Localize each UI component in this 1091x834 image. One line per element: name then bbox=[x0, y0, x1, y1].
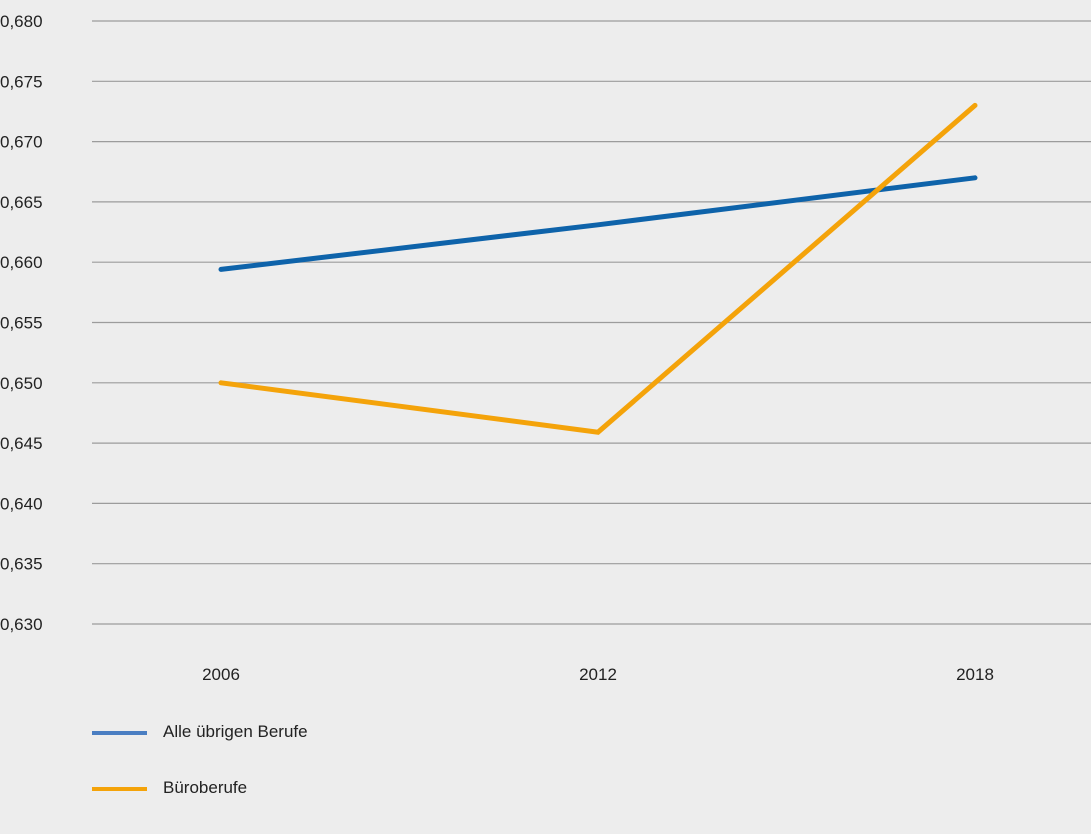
legend-label-bueroberufe: Büroberufe bbox=[163, 778, 248, 797]
legend-label-alle-uebrigen-berufe: Alle übrigen Berufe bbox=[163, 722, 308, 741]
series-line-bueroberufe bbox=[218, 102, 978, 435]
y-axis-tick-labels: 0,630 0,635 0,640 0,645 0,650 0,655 0,660 0,665… bbox=[0, 12, 43, 634]
y-tick-label: 0,665 bbox=[0, 193, 43, 212]
y-tick-label: 0,650 bbox=[0, 374, 43, 393]
y-tick-label: 0,630 bbox=[0, 615, 43, 634]
series-lines bbox=[218, 102, 978, 435]
legend-swatch-alle-uebrigen-berufe bbox=[92, 731, 147, 735]
y-tick-label: 0,635 bbox=[0, 555, 43, 574]
y-tick-label: 0,640 bbox=[0, 494, 43, 513]
y-tick-label: 0,655 bbox=[0, 314, 43, 333]
legend-swatch-bueroberufe bbox=[92, 787, 147, 791]
y-tick-label: 0,675 bbox=[0, 72, 43, 91]
x-axis-tick-labels: 2006 2012 2018 bbox=[202, 665, 994, 684]
y-tick-label: 0,645 bbox=[0, 434, 43, 453]
x-tick-label: 2006 bbox=[202, 665, 240, 684]
series-line-alle-uebrigen-berufe bbox=[218, 175, 978, 272]
x-tick-label: 2012 bbox=[579, 665, 617, 684]
chart: 0,630 0,635 0,640 0,645 0,650 0,655 0,660 0,665… bbox=[0, 12, 1091, 797]
y-tick-label: 0,670 bbox=[0, 133, 43, 152]
line-chart: 0,630 0,635 0,640 0,645 0,650 0,655 0,660 0,665… bbox=[0, 12, 1091, 684]
x-tick-label: 2018 bbox=[956, 665, 994, 684]
y-tick-label: 0,680 bbox=[0, 12, 43, 31]
gridlines bbox=[92, 20, 1091, 625]
y-tick-label: 0,660 bbox=[0, 253, 43, 272]
